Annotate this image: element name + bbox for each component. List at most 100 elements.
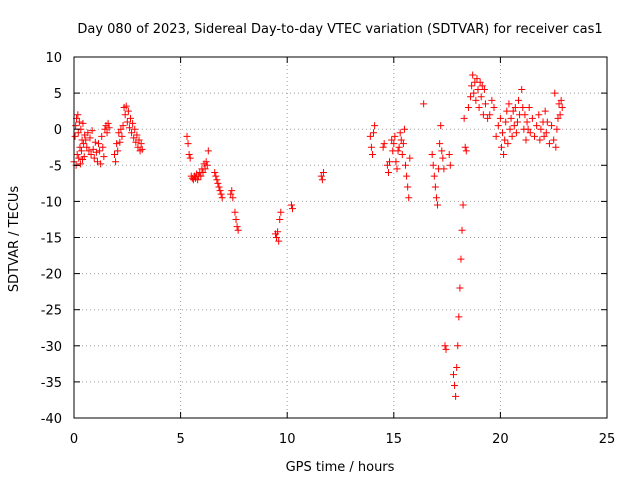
data-point	[468, 82, 476, 90]
data-point	[438, 147, 446, 155]
data-point	[490, 104, 498, 112]
data-point	[464, 104, 472, 112]
data-point	[111, 150, 119, 158]
data-point	[133, 131, 141, 139]
data-point	[379, 143, 387, 151]
data-point	[475, 104, 483, 112]
data-point	[394, 147, 402, 155]
data-point	[420, 100, 428, 108]
y-tick-label: -5	[49, 159, 62, 174]
data-point	[555, 100, 563, 108]
data-point	[504, 140, 512, 148]
data-point	[557, 96, 565, 104]
data-point	[276, 215, 284, 223]
data-point	[129, 119, 137, 127]
data-point	[442, 345, 450, 353]
x-axis-label: GPS time / hours	[286, 460, 395, 475]
data-point	[231, 208, 239, 216]
data-point	[453, 363, 461, 371]
data-point	[318, 176, 326, 184]
data-point	[526, 129, 534, 137]
plot-frame	[73, 56, 608, 419]
data-point	[481, 100, 489, 108]
y-tick-label: 5	[54, 87, 62, 102]
data-point	[184, 140, 192, 148]
y-tick-label: -35	[41, 376, 62, 391]
data-point	[507, 114, 515, 122]
data-point	[197, 172, 205, 180]
y-tick-label: -40	[41, 412, 62, 427]
data-point	[201, 165, 209, 173]
data-point	[552, 143, 560, 151]
data-point	[531, 132, 539, 140]
data-point	[469, 71, 477, 79]
data-point	[451, 382, 459, 390]
data-point	[77, 147, 85, 155]
data-point	[480, 85, 488, 93]
data-point	[486, 111, 494, 119]
data-point	[477, 93, 485, 101]
data-point	[528, 114, 536, 122]
data-point	[462, 147, 470, 155]
data-point	[75, 154, 83, 162]
data-point	[84, 129, 92, 137]
data-point	[319, 169, 327, 177]
data-point	[525, 104, 533, 112]
data-point	[446, 161, 454, 169]
data-point	[383, 161, 391, 169]
data-point	[138, 145, 146, 153]
data-point	[402, 161, 410, 169]
data-point	[430, 172, 438, 180]
data-point	[431, 183, 439, 191]
data-point	[474, 85, 482, 93]
data-point	[135, 136, 143, 144]
data-point	[513, 118, 521, 126]
data-point	[476, 78, 484, 86]
data-point	[117, 125, 125, 133]
data-point	[91, 138, 99, 146]
data-point	[405, 194, 413, 202]
x-tick-label: 0	[70, 432, 78, 447]
data-point	[275, 237, 283, 245]
data-point	[229, 194, 237, 202]
data-point	[124, 107, 132, 115]
data-point	[556, 111, 564, 119]
data-point	[228, 187, 236, 195]
data-point	[388, 136, 396, 144]
data-point	[137, 140, 145, 148]
data-point	[76, 160, 84, 168]
data-point	[524, 125, 532, 133]
data-point	[130, 134, 138, 142]
data-point	[183, 132, 191, 140]
data-point	[436, 140, 444, 148]
data-point	[105, 124, 113, 132]
data-point	[533, 122, 541, 130]
data-point	[212, 172, 220, 180]
data-point	[509, 107, 517, 115]
data-point	[202, 158, 210, 166]
data-point	[82, 136, 90, 144]
data-point	[497, 143, 505, 151]
data-point	[558, 104, 566, 112]
data-point	[215, 183, 223, 191]
data-point	[87, 150, 95, 158]
data-point	[99, 143, 107, 151]
data-point	[548, 122, 556, 130]
data-point	[104, 119, 112, 127]
data-point	[277, 208, 285, 216]
data-point	[456, 284, 464, 292]
data-point	[217, 190, 225, 198]
data-point	[368, 150, 376, 158]
data-point	[519, 104, 527, 112]
data-point	[126, 114, 134, 122]
data-point	[185, 150, 193, 158]
data-point	[122, 102, 130, 110]
data-point	[274, 228, 282, 236]
data-point	[72, 122, 80, 130]
data-point	[395, 143, 403, 151]
data-point	[380, 140, 388, 148]
data-point	[432, 194, 440, 202]
data-point	[83, 143, 91, 151]
data-point	[505, 100, 513, 108]
data-point	[115, 129, 123, 137]
